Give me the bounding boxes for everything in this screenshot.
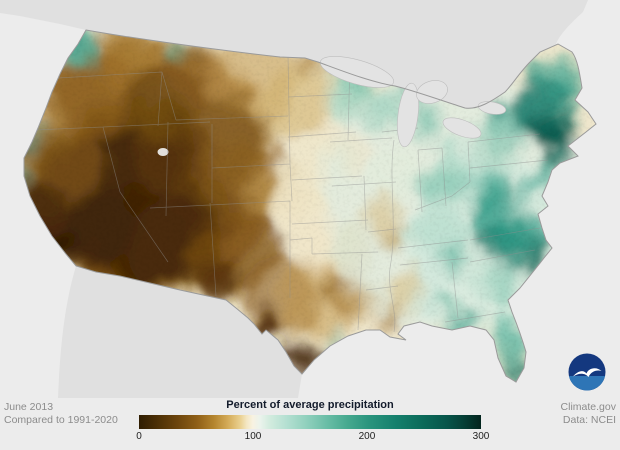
great-salt-lake <box>157 148 169 156</box>
state-borders <box>33 54 549 333</box>
site-label: Climate.gov <box>560 401 616 413</box>
legend-title: Percent of average precipitation <box>226 399 394 411</box>
data-source-label: Data: NCEI <box>562 413 616 426</box>
lake-superior <box>320 56 394 88</box>
noaa-logo-icon <box>568 353 606 391</box>
colorbar-gradient <box>139 415 481 429</box>
lake-michigan <box>397 82 419 148</box>
tick-label-200: 200 <box>358 431 376 442</box>
source-attribution: Climate.gov Data: NCEI <box>561 401 616 426</box>
tick-label-0: 0 <box>136 431 142 442</box>
great-lakes <box>320 56 507 148</box>
us-outline <box>23 29 597 383</box>
lake-ontario <box>477 101 507 115</box>
us-precipitation-map <box>0 0 597 398</box>
noaa-logo-sea <box>568 376 606 391</box>
legend: Percent of average precipitation 0 100 2… <box>136 399 489 444</box>
noaa-seagull-icon <box>573 368 602 377</box>
tick-label-100: 100 <box>244 431 262 442</box>
lake-huron <box>416 80 448 104</box>
period-attribution: June 2013 Compared to 1991-2020 <box>4 401 118 426</box>
lake-erie <box>442 117 482 139</box>
mexico-landmass <box>58 266 302 398</box>
tick-label-300: 300 <box>472 431 490 442</box>
colorbar-ticks: 0 100 200 300 <box>136 431 489 444</box>
period-label: June 2013 <box>4 401 54 413</box>
baseline-label: Compared to 1991-2020 <box>4 413 118 426</box>
map-svg <box>0 0 597 398</box>
